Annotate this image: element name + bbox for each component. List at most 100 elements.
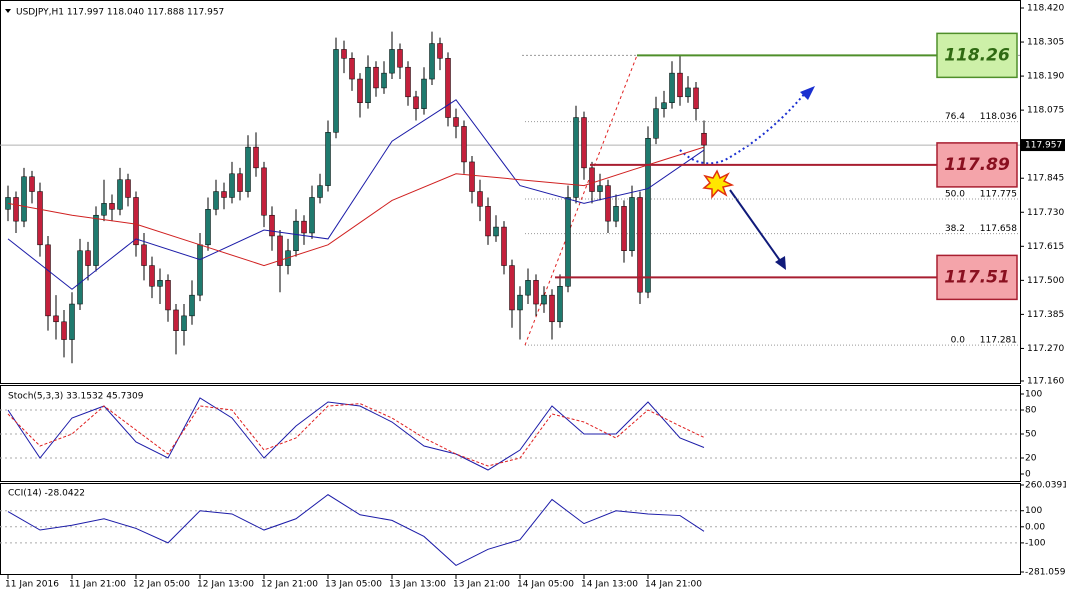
x-tick-label: 13 Jan 21:00: [453, 580, 510, 590]
fib-price-label: 117.658: [980, 224, 1017, 234]
candle-body: [629, 197, 635, 251]
stoch-title: Stoch(5,3,3) 33.1532 45.7309: [8, 392, 144, 402]
candle-body: [117, 179, 123, 210]
candle-body: [325, 132, 331, 186]
candle-body: [461, 126, 467, 163]
fib-level-label: 50.0: [945, 189, 965, 199]
candle-body: [85, 250, 91, 266]
x-tick-label: 14 Jan 05:00: [517, 580, 574, 590]
candle-body: [485, 206, 491, 237]
candle-body: [477, 191, 483, 207]
indicator-tick-label: 100: [1025, 506, 1042, 516]
candle-body: [589, 167, 595, 192]
candle-body: [701, 132, 707, 146]
candle-body: [253, 146, 259, 169]
candle-body: [245, 146, 251, 192]
candle-body: [173, 309, 179, 331]
level-label: 117.51: [944, 267, 1010, 287]
candle-body: [645, 138, 651, 293]
candle-body: [605, 185, 611, 222]
candle-body: [269, 214, 275, 237]
candle-body: [637, 197, 643, 293]
y-tick-label: 117.615: [1027, 242, 1064, 252]
indicator-tick-label: 80: [1025, 406, 1037, 416]
cci-title: CCI(14) -28.0422: [8, 489, 85, 499]
candle-body: [357, 78, 363, 103]
candle-body: [677, 72, 683, 98]
y-tick-label: 117.270: [1027, 344, 1064, 354]
candle-body: [261, 167, 267, 216]
cci-panel: [0, 483, 1021, 575]
level-box: [936, 32, 1018, 79]
candle-body: [405, 66, 411, 98]
candle-body: [653, 108, 659, 139]
candle-body: [669, 72, 675, 103]
candle-body: [181, 315, 187, 331]
fib-level-label: 0.0: [951, 336, 966, 346]
forecast-down-arrowhead: [775, 256, 786, 270]
y-tick-label: 117.385: [1027, 310, 1064, 320]
indicator-tick-label: -281.0596: [1025, 568, 1066, 578]
candle-body: [469, 161, 475, 192]
fib-price-label: 117.775: [980, 189, 1017, 199]
indicator-tick-label: 260.0391: [1025, 481, 1066, 491]
x-tick-label: 11 Jan 21:00: [69, 580, 126, 590]
breakout-burst: [702, 169, 735, 200]
candle-body: [141, 244, 147, 266]
candle-body: [13, 197, 19, 222]
candle-body: [389, 49, 395, 74]
x-tick-label: 12 Jan 21:00: [261, 580, 318, 590]
x-tick-label: 14 Jan 13:00: [581, 580, 638, 590]
candle-body: [397, 49, 403, 68]
candle-body: [349, 58, 355, 80]
candle-body: [165, 280, 171, 311]
candle-body: [125, 179, 131, 198]
candle-body: [413, 96, 419, 109]
moving-average: [7, 99, 705, 290]
candle-body: [133, 197, 139, 246]
y-tick-label: 118.190: [1027, 72, 1064, 82]
indicator-line: [7, 494, 705, 566]
y-tick-label: 118.420: [1027, 4, 1064, 14]
candle-body: [557, 286, 563, 323]
y-tick-label: 117.845: [1027, 174, 1064, 184]
x-tick-label: 13 Jan 13:00: [389, 580, 446, 590]
level-label: 118.26: [944, 45, 1010, 65]
candle-body: [613, 206, 619, 222]
candle-body: [517, 294, 523, 311]
candle-body: [365, 66, 371, 103]
candle-body: [77, 250, 83, 305]
candle-body: [445, 58, 451, 118]
y-tick-label: 118.075: [1027, 106, 1064, 116]
candle-body: [541, 294, 547, 305]
candle-body: [237, 173, 243, 192]
moving-average: [7, 146, 705, 267]
candle-body: [573, 117, 579, 198]
indicator-tick-label: 0: [1025, 470, 1031, 480]
indicator-tick-label: -100: [1025, 538, 1046, 548]
candle-body: [661, 102, 667, 109]
fib-level-label: 38.2: [945, 224, 965, 234]
candle-body: [381, 72, 387, 89]
candle-body: [341, 49, 347, 59]
x-tick-label: 11 Jan 2016: [5, 580, 59, 590]
forecast-down-arrow: [729, 189, 782, 263]
y-tick-label: 118.305: [1027, 38, 1064, 48]
candle-body: [437, 43, 443, 59]
candle-body: [149, 265, 155, 287]
candle-body: [221, 191, 227, 198]
main-panel: [0, 0, 1021, 384]
candle-body: [213, 191, 219, 210]
y-tick-label: 117.500: [1027, 276, 1064, 286]
candle-body: [301, 220, 307, 234]
level-box: [936, 254, 1018, 301]
fib-price-label: 118.036: [980, 112, 1017, 122]
candle-body: [189, 294, 195, 317]
x-tick-label: 13 Jan 05:00: [325, 580, 382, 590]
candle-body: [29, 176, 35, 192]
candle-body: [429, 43, 435, 80]
x-tick-label: 12 Jan 05:00: [133, 580, 190, 590]
menu-triangle: [5, 9, 11, 13]
candle-body: [293, 220, 299, 251]
candle-body: [277, 235, 283, 266]
